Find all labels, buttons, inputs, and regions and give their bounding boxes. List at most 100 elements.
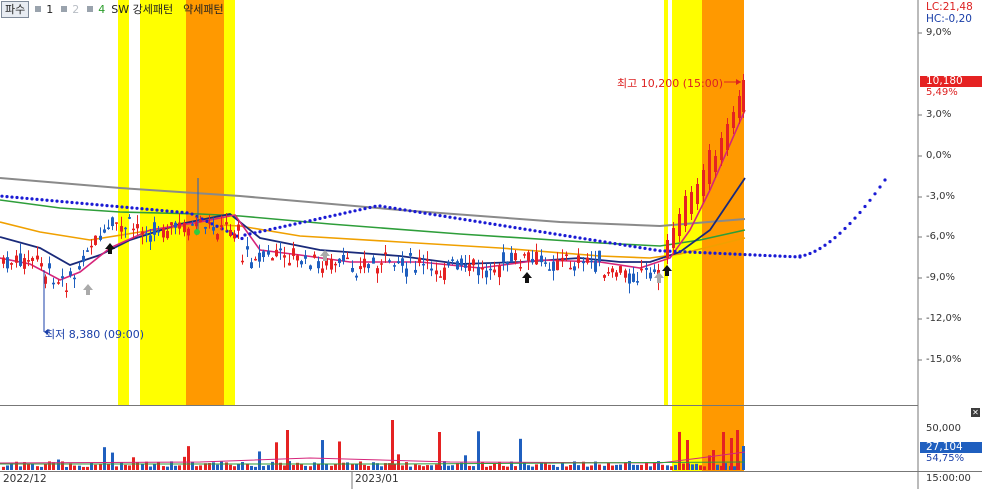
parabolic-sar-dot [813, 249, 817, 253]
volume-bar [666, 465, 669, 470]
candle-body [472, 259, 475, 266]
candle-body [666, 240, 669, 258]
candle-body [418, 257, 421, 263]
volume-bar [283, 465, 286, 470]
candle-body [628, 273, 631, 284]
volume-bar [699, 465, 702, 470]
candle-body [23, 258, 26, 269]
parabolic-sar-dot [378, 204, 382, 208]
candle-body [561, 257, 564, 262]
candle-body [393, 265, 396, 267]
volume-bar [502, 465, 505, 470]
close-icon[interactable]: ✕ [971, 408, 980, 417]
volume-bar [426, 465, 429, 470]
tab-pasu[interactable]: 파수 [1, 0, 30, 18]
candle-body [456, 261, 459, 270]
volume-bar [258, 451, 261, 470]
candle-body [544, 262, 547, 264]
pattern-strong-label[interactable]: SW 강세패턴 [111, 3, 174, 16]
toolbar-num-1[interactable]: 1 [46, 2, 54, 16]
parabolic-sar-dot [240, 236, 244, 241]
high-annotation: 최고 10,200 (15:00) [617, 77, 724, 90]
pattern-weak-label[interactable]: 약세패턴 [183, 3, 224, 16]
candle-body [208, 222, 211, 224]
candle-body [174, 222, 177, 228]
candle-body [283, 255, 286, 258]
volume-bar [573, 461, 576, 470]
candle-body [162, 228, 165, 238]
parabolic-sar-dot [873, 192, 877, 196]
candle-body [136, 224, 139, 229]
volume-bar [267, 465, 270, 470]
toolbar-num-4[interactable]: 4 [98, 2, 106, 16]
candle-body [355, 275, 358, 278]
parabolic-sar-dot [613, 242, 617, 246]
candle-body [363, 258, 366, 268]
candle-body [220, 225, 223, 228]
candle-body [271, 258, 274, 261]
strong-pattern-zone [224, 0, 235, 405]
checkbox-icon[interactable] [87, 6, 94, 12]
parabolic-sar-dot [165, 209, 169, 213]
volume-bar [94, 464, 97, 470]
volume-bar [682, 463, 685, 470]
parabolic-sar-dot [528, 228, 532, 232]
candle-body [141, 231, 144, 235]
volume-bar [569, 465, 572, 470]
candle-body [582, 261, 585, 264]
signal-dot [194, 229, 200, 235]
candle-body [619, 266, 622, 273]
parabolic-sar-dot [568, 234, 572, 238]
candle-body [132, 228, 135, 231]
candle-body [237, 224, 240, 231]
candle-body [279, 248, 282, 251]
volume-bar [36, 466, 39, 470]
checkbox-icon[interactable] [61, 6, 68, 12]
volume-bar [561, 462, 564, 470]
parabolic-sar-dot [663, 249, 667, 253]
candle-body [166, 231, 169, 239]
parabolic-sar-dot [598, 239, 602, 243]
volume-bar [275, 442, 278, 470]
checkbox-icon[interactable] [35, 6, 42, 12]
candle-body [212, 227, 215, 231]
candle-body [321, 268, 324, 273]
candle-body [178, 222, 181, 229]
parabolic-sar-dot [180, 210, 184, 214]
toolbar-num-2[interactable]: 2 [72, 2, 80, 16]
candle-body [397, 261, 400, 264]
volume-bar [317, 463, 320, 470]
candle-body [40, 263, 43, 267]
candle-body [99, 235, 102, 240]
up-arrow-icon [105, 243, 115, 254]
candle-body [640, 268, 643, 271]
candle-body [115, 222, 118, 224]
volume-bar [380, 466, 383, 470]
lc-label: LC:21,48 [926, 1, 973, 13]
parabolic-sar-dot [653, 248, 657, 252]
parabolic-sar-dot [643, 246, 647, 250]
parabolic-sar-dot [793, 255, 797, 259]
volume-bar [464, 455, 467, 470]
volume-bar [2, 466, 5, 470]
parabolic-sar-dot [693, 250, 697, 254]
candle-body [288, 262, 291, 266]
candle-body [86, 250, 89, 252]
candle-body [10, 263, 13, 265]
volume-bar [229, 464, 232, 470]
candle-body [523, 254, 526, 256]
parabolic-sar-dot [125, 205, 129, 210]
candle-body [684, 196, 687, 226]
candle-body [586, 257, 589, 263]
volume-bar [451, 465, 454, 470]
candle-body [598, 250, 601, 262]
volume-bar [300, 463, 303, 470]
candle-body [603, 275, 606, 278]
volume-bar [52, 462, 55, 470]
candle-body [519, 267, 522, 269]
parabolic-sar-dot [733, 252, 737, 256]
volume-bar [498, 461, 501, 470]
volume-bar [6, 465, 9, 470]
volume-bar [678, 431, 681, 470]
